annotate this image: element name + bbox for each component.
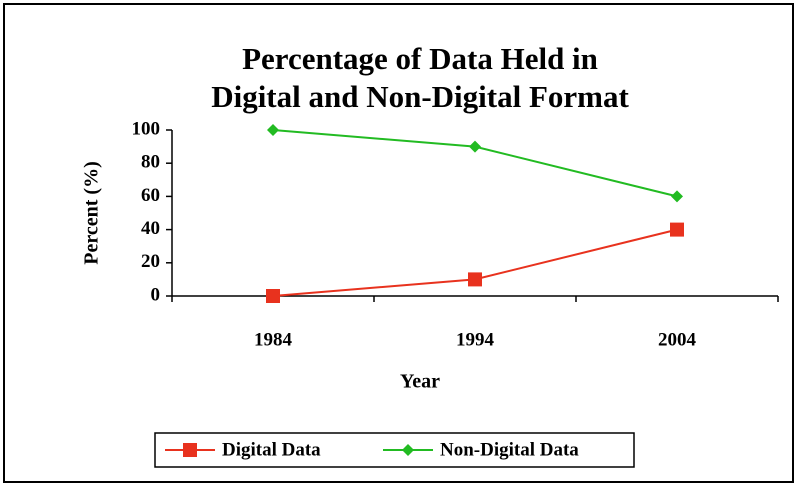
legend-marker — [183, 443, 197, 457]
marker — [267, 124, 279, 136]
marker — [469, 140, 481, 153]
legend-marker — [402, 444, 414, 456]
y-tick-label: 40 — [141, 218, 160, 239]
x-tick-label: 2004 — [658, 329, 697, 350]
y-axis-label: Percent (%) — [81, 161, 103, 264]
y-tick-label: 20 — [141, 251, 160, 272]
legend-label: Digital Data — [222, 439, 321, 460]
y-tick-label: 0 — [151, 284, 161, 305]
marker — [468, 272, 482, 287]
chart-title: Percentage of Data Held in — [242, 41, 598, 76]
y-tick-label: 80 — [141, 152, 160, 173]
y-tick-label: 60 — [141, 185, 160, 206]
y-tick-label: 100 — [132, 118, 161, 139]
chart-title: Digital and Non-Digital Format — [211, 79, 629, 114]
x-tick-label: 1984 — [254, 329, 293, 350]
marker — [266, 289, 280, 303]
x-axis-label: Year — [400, 371, 440, 393]
marker — [671, 190, 683, 203]
x-tick-label: 1994 — [456, 329, 495, 350]
chart-border — [3, 3, 794, 483]
legend-label: Non-Digital Data — [440, 439, 579, 460]
marker — [670, 222, 684, 237]
